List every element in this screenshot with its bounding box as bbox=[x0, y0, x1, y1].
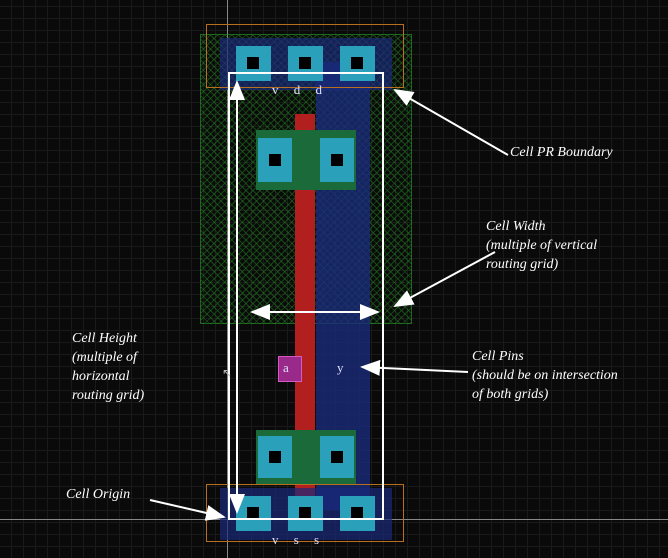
label-pr-boundary: Cell PR Boundary bbox=[510, 144, 613, 163]
vss-pin-text: v s s bbox=[272, 532, 325, 548]
label-cell-height: Cell Height (multiple of horizontal rout… bbox=[72, 330, 144, 406]
cursor-icon: ↖ bbox=[222, 366, 232, 381]
layout-canvas: v d d v s s a y bbox=[0, 0, 668, 558]
contact bbox=[247, 57, 259, 69]
label-cell-pins: Cell Pins (should be on intersection of … bbox=[472, 348, 618, 405]
contact bbox=[299, 57, 311, 69]
pr-boundary bbox=[228, 72, 384, 520]
label-cell-origin: Cell Origin bbox=[66, 486, 130, 505]
contact bbox=[351, 57, 363, 69]
label-cell-width: Cell Width (multiple of vertical routing… bbox=[486, 218, 597, 275]
